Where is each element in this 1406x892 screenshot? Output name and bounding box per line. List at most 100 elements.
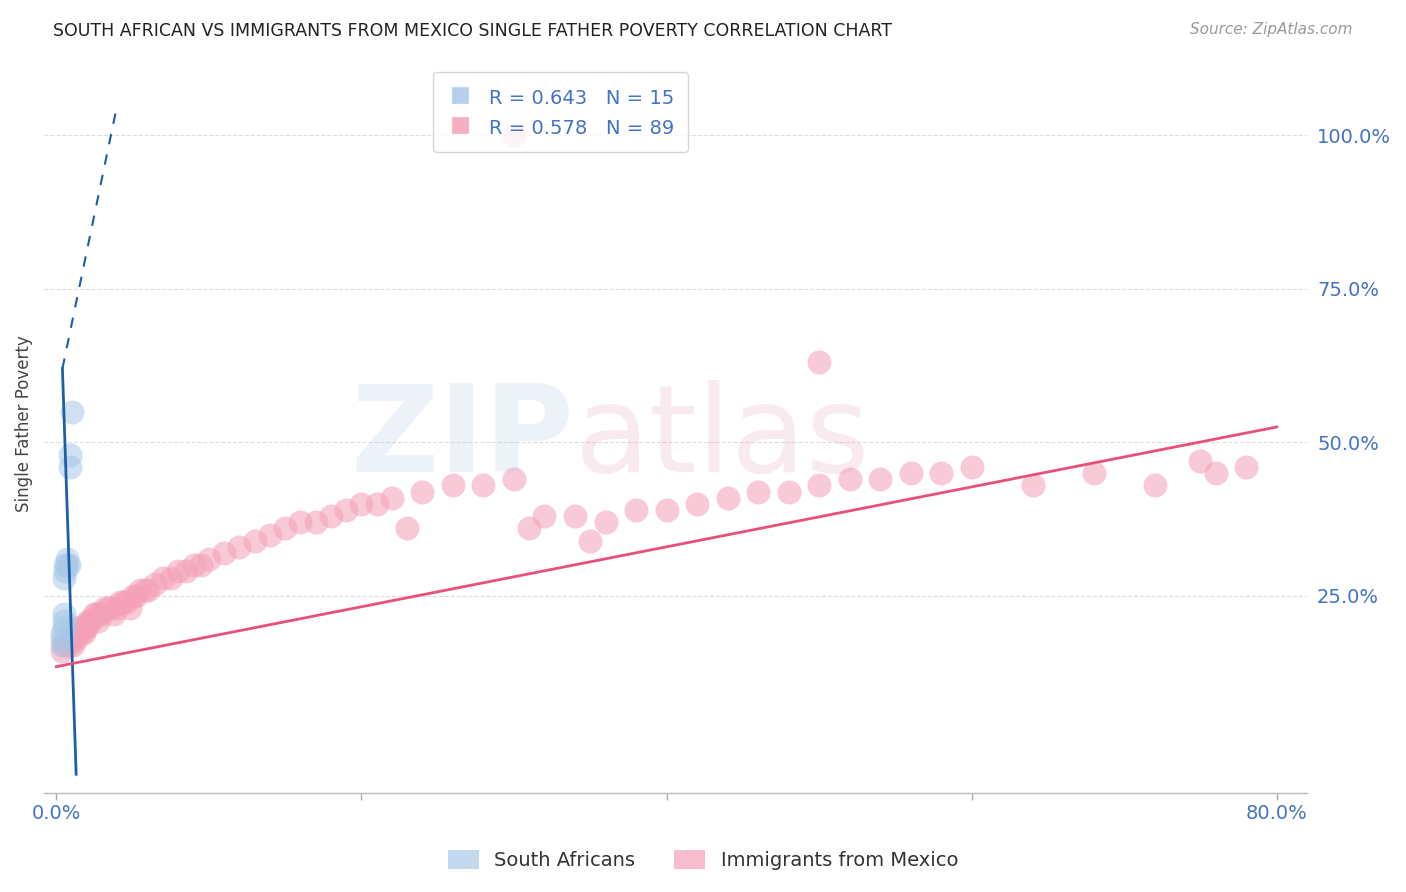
Immigrants from Mexico bbox=[80, 614, 103, 628]
Immigrants from Mexico bbox=[290, 515, 312, 529]
Immigrants from Mexico bbox=[167, 565, 190, 579]
Immigrants from Mexico bbox=[838, 472, 860, 486]
Text: SOUTH AFRICAN VS IMMIGRANTS FROM MEXICO SINGLE FATHER POVERTY CORRELATION CHART: SOUTH AFRICAN VS IMMIGRANTS FROM MEXICO … bbox=[53, 22, 893, 40]
Immigrants from Mexico bbox=[66, 626, 89, 640]
Immigrants from Mexico bbox=[564, 509, 586, 524]
Immigrants from Mexico bbox=[55, 638, 77, 652]
Immigrants from Mexico bbox=[87, 607, 110, 622]
Immigrants from Mexico bbox=[579, 533, 602, 548]
Immigrants from Mexico bbox=[121, 589, 143, 603]
Immigrants from Mexico bbox=[76, 620, 98, 634]
Immigrants from Mexico bbox=[97, 601, 120, 615]
South Africans bbox=[51, 638, 73, 652]
Immigrants from Mexico bbox=[105, 601, 128, 615]
Immigrants from Mexico bbox=[624, 503, 647, 517]
Immigrants from Mexico bbox=[259, 527, 281, 541]
Immigrants from Mexico bbox=[73, 626, 96, 640]
Immigrants from Mexico bbox=[686, 497, 709, 511]
Immigrants from Mexico bbox=[63, 626, 86, 640]
South Africans bbox=[52, 614, 75, 628]
South Africans bbox=[52, 620, 75, 634]
Immigrants from Mexico bbox=[115, 595, 138, 609]
South Africans bbox=[59, 448, 82, 462]
Immigrants from Mexico bbox=[274, 521, 297, 535]
South Africans bbox=[56, 552, 79, 566]
Text: ZIP: ZIP bbox=[352, 380, 575, 497]
Immigrants from Mexico bbox=[70, 620, 93, 634]
Text: atlas: atlas bbox=[575, 380, 870, 497]
Immigrants from Mexico bbox=[190, 558, 212, 573]
Immigrants from Mexico bbox=[94, 601, 117, 615]
Immigrants from Mexico bbox=[747, 484, 769, 499]
South Africans bbox=[52, 607, 75, 622]
Immigrants from Mexico bbox=[124, 589, 146, 603]
Immigrants from Mexico bbox=[112, 595, 135, 609]
Immigrants from Mexico bbox=[62, 638, 84, 652]
Immigrants from Mexico bbox=[655, 503, 678, 517]
Immigrants from Mexico bbox=[198, 552, 221, 566]
South Africans bbox=[56, 558, 79, 573]
South Africans bbox=[51, 632, 73, 646]
Immigrants from Mexico bbox=[67, 620, 90, 634]
Immigrants from Mexico bbox=[1143, 478, 1166, 492]
Immigrants from Mexico bbox=[212, 546, 235, 560]
Immigrants from Mexico bbox=[58, 632, 80, 646]
Immigrants from Mexico bbox=[716, 491, 738, 505]
Immigrants from Mexico bbox=[381, 491, 404, 505]
South Africans bbox=[58, 558, 80, 573]
Immigrants from Mexico bbox=[59, 638, 82, 652]
Immigrants from Mexico bbox=[1083, 466, 1105, 480]
Immigrants from Mexico bbox=[869, 472, 891, 486]
Immigrants from Mexico bbox=[103, 607, 125, 622]
South Africans bbox=[55, 565, 77, 579]
Immigrants from Mexico bbox=[159, 570, 181, 584]
Immigrants from Mexico bbox=[152, 570, 174, 584]
Immigrants from Mexico bbox=[503, 472, 526, 486]
Immigrants from Mexico bbox=[243, 533, 266, 548]
Immigrants from Mexico bbox=[1205, 466, 1227, 480]
South Africans bbox=[52, 570, 75, 584]
Immigrants from Mexico bbox=[77, 614, 100, 628]
Immigrants from Mexico bbox=[110, 595, 132, 609]
Immigrants from Mexico bbox=[83, 607, 105, 622]
Immigrants from Mexico bbox=[51, 644, 73, 658]
Immigrants from Mexico bbox=[900, 466, 922, 480]
Immigrants from Mexico bbox=[136, 582, 159, 597]
Immigrants from Mexico bbox=[100, 601, 122, 615]
Immigrants from Mexico bbox=[79, 614, 101, 628]
Immigrants from Mexico bbox=[472, 478, 495, 492]
Immigrants from Mexico bbox=[595, 515, 617, 529]
Immigrants from Mexico bbox=[411, 484, 433, 499]
Immigrants from Mexico bbox=[52, 638, 75, 652]
South Africans bbox=[59, 459, 82, 474]
Immigrants from Mexico bbox=[134, 582, 156, 597]
Immigrants from Mexico bbox=[960, 459, 983, 474]
Immigrants from Mexico bbox=[69, 626, 91, 640]
Immigrants from Mexico bbox=[91, 607, 114, 622]
Immigrants from Mexico bbox=[350, 497, 373, 511]
Immigrants from Mexico bbox=[517, 521, 540, 535]
Immigrants from Mexico bbox=[396, 521, 419, 535]
Immigrants from Mexico bbox=[1234, 459, 1257, 474]
Legend: South Africans, Immigrants from Mexico: South Africans, Immigrants from Mexico bbox=[440, 842, 966, 878]
Immigrants from Mexico bbox=[366, 497, 388, 511]
Immigrants from Mexico bbox=[808, 478, 831, 492]
Immigrants from Mexico bbox=[778, 484, 800, 499]
Immigrants from Mexico bbox=[503, 128, 526, 142]
Y-axis label: Single Father Poverty: Single Father Poverty bbox=[15, 335, 32, 512]
Immigrants from Mexico bbox=[75, 620, 97, 634]
Immigrants from Mexico bbox=[1189, 454, 1212, 468]
Immigrants from Mexico bbox=[305, 515, 328, 529]
Immigrants from Mexico bbox=[65, 632, 87, 646]
Immigrants from Mexico bbox=[533, 509, 555, 524]
Immigrants from Mexico bbox=[174, 565, 197, 579]
Immigrants from Mexico bbox=[441, 478, 464, 492]
Immigrants from Mexico bbox=[335, 503, 357, 517]
Immigrants from Mexico bbox=[86, 614, 108, 628]
Immigrants from Mexico bbox=[129, 582, 152, 597]
South Africans bbox=[55, 558, 77, 573]
South Africans bbox=[51, 626, 73, 640]
Immigrants from Mexico bbox=[118, 601, 141, 615]
Immigrants from Mexico bbox=[929, 466, 952, 480]
Immigrants from Mexico bbox=[56, 632, 79, 646]
